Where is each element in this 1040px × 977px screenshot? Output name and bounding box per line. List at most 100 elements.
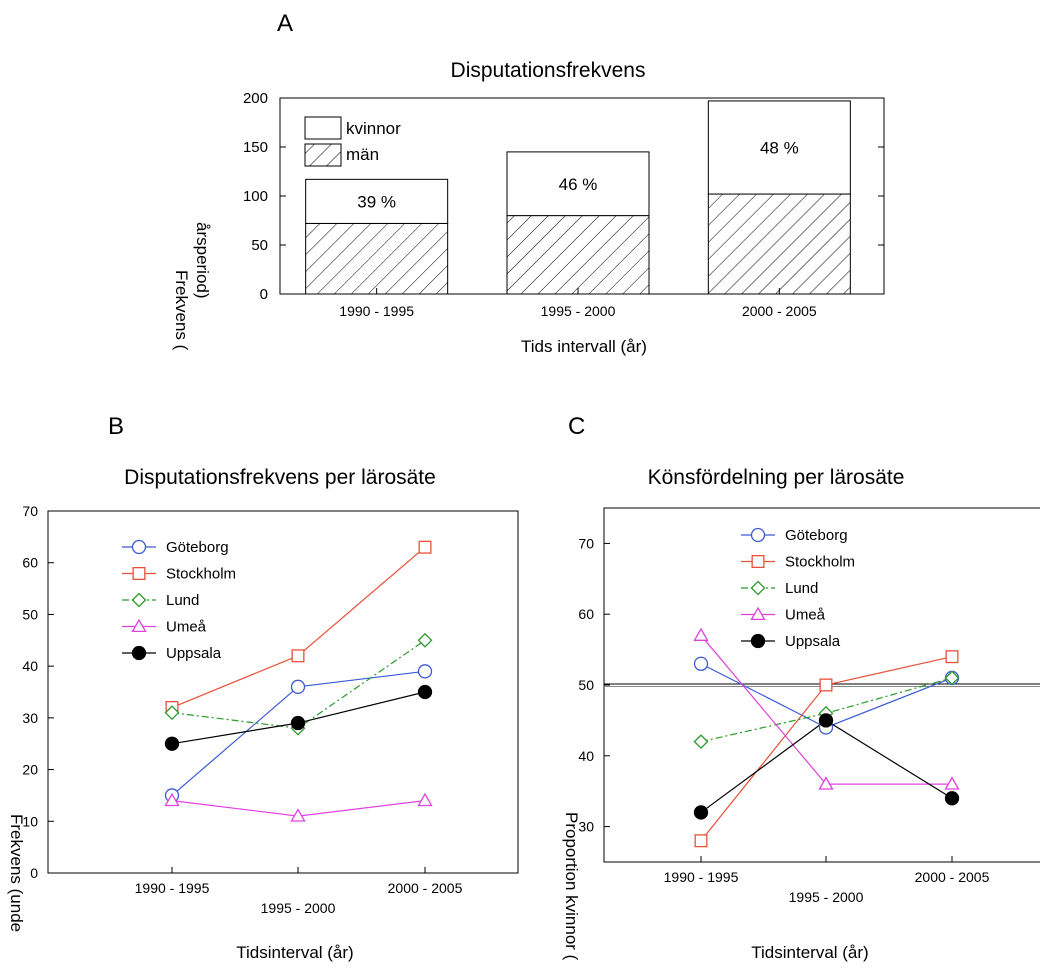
y-tick-label: 150 [243,139,268,156]
legend-marker-g-teborg [131,539,147,555]
legend-marker-ume [750,606,766,621]
data-point-uppsala [290,715,306,731]
chart-c-series [693,627,960,848]
y-tick-label: 10 [22,813,38,829]
data-point-lund [693,734,709,750]
chart-c-x-axis-title: Tidsinterval (år) [751,943,868,962]
data-point-ume [417,792,433,807]
x-tick-label: 2000 - 2005 [915,869,990,885]
y-tick-label: 100 [243,188,268,205]
legend-label-ume: Umeå [166,619,207,636]
legend-marker-uppsala [131,645,147,661]
bar-percent-label: 46 % [559,175,598,194]
legend-label-stockholm: Stockholm [166,566,236,583]
data-point-lund [944,670,960,686]
bar-percent-label: 48 % [760,138,799,157]
panel-b: B Disputationsfrekvens per lärosäte 0 10 2… [7,413,519,962]
data-point-uppsala [944,791,960,806]
bar-man [305,222,449,295]
panel-label-c: C [568,413,585,440]
bar-man [506,215,650,295]
chart-b-y-axis-title: Frekvens (unde [7,814,26,932]
legend-marker-g-teborg [750,527,766,543]
data-point-uppsala [417,684,433,700]
legend-label-g-teborg: Göteborg [166,539,229,556]
data-point-uppsala [693,805,709,820]
y-tick-label: 70 [22,503,38,519]
bar-kvinnor [506,151,650,217]
y-tick-label: 0 [30,865,38,881]
data-point-g-teborg [693,656,709,671]
legend-swatch-man [304,143,342,167]
chart-a-legend: kvinnor män [304,116,401,167]
panel-a: A Disputationsfrekvens 0 50 100 150 200 39 %… [172,10,885,356]
legend-label-man: män [346,145,379,164]
y-tick-label: 20 [22,762,38,778]
chart-c-legend: Göteborg Stockholm Lund Umeå Uppsala [741,527,855,650]
y-tick-label: 60 [22,555,38,571]
y-tick-label: 50 [251,237,268,254]
y-tick-label: 40 [578,748,594,764]
legend-label-lund: Lund [166,592,199,609]
series-line-lund [700,677,953,743]
data-point-ume [944,776,960,790]
chart-c-y-axis: 30 40 50 60 70 [578,535,610,835]
data-point-uppsala [818,713,834,728]
y-tick-label: 200 [243,90,268,107]
chart-b-y-axis: 0 10 20 30 40 50 60 70 [22,503,54,881]
legend-swatch-kvinnor [304,116,342,140]
data-point-g-teborg [417,664,433,679]
x-tick-label: 1990 - 1995 [339,303,414,319]
bar-percent-label: 39 % [357,192,396,211]
chart-c-x-axis: 1990 - 1995 1995 - 2000 2000 - 2005 [664,856,990,905]
legend-label-uppsala: Uppsala [166,645,222,662]
y-tick-label: 40 [22,658,38,674]
data-point-ume [818,776,834,790]
data-point-stockholm [945,650,959,664]
data-point-g-teborg [290,679,306,694]
data-point-uppsala [164,736,180,751]
data-point-stockholm [694,834,708,848]
x-tick-label: 1990 - 1995 [135,880,210,896]
chart-a-y-axis: 0 50 100 150 200 [243,90,884,303]
y-tick-label: 50 [22,606,38,622]
panel-label-b: B [108,413,124,440]
x-tick-label: 1990 - 1995 [664,869,739,885]
chart-b-legend: Göteborg Stockholm Lund Umeå Uppsala [122,539,236,662]
legend-label-lund: Lund [785,580,818,597]
chart-a-bars: 39 % 46 % 48 % [305,100,851,295]
chart-b-x-axis: 1990 - 1995 1995 - 2000 2000 - 2005 [135,867,463,916]
chart-b-plot-frame [47,510,519,874]
data-point-lund [164,705,180,721]
legend-label-kvinnor: kvinnor [346,119,401,138]
bar-kvinnor [305,178,449,224]
bar-kvinnor [707,100,851,195]
legend-label-uppsala: Uppsala [785,633,841,650]
chart-a-title: Disputationsfrekvens [451,59,646,82]
chart-a-y-axis-title-line2: årsperiod) [193,222,212,299]
x-tick-label: 1995 - 2000 [541,303,616,319]
data-point-lund [417,632,433,648]
x-tick-label: 1995 - 2000 [261,900,336,916]
data-point-ume [693,627,709,641]
chart-b-title: Disputationsfrekvens per lärosäte [124,466,436,489]
y-tick-label: 30 [22,710,38,726]
y-tick-label: 60 [578,606,594,622]
chart-b-series [164,540,433,822]
data-point-stockholm [291,649,305,663]
chart-c-y-axis-title: Proportion kvinnor ( [562,812,581,961]
chart-b-x-axis-title: Tidsinterval (år) [236,943,353,962]
data-point-stockholm [819,678,833,692]
legend-label-g-teborg: Göteborg [785,527,848,544]
chart-a-x-axis-title: Tids intervall (år) [521,337,647,356]
panel-c: C Könsfördelning per lärosäte 30 40 50 60 70… [562,413,1040,962]
x-tick-label: 2000 - 2005 [742,303,817,319]
data-point-ume [290,808,306,822]
legend-label-ume: Umeå [785,607,826,624]
legend-marker-lund [131,592,147,608]
legend-label-stockholm: Stockholm [785,554,855,571]
panel-label-a: A [277,10,293,37]
x-tick-label: 2000 - 2005 [388,880,463,896]
chart-c-title: Könsfördelning per lärosäte [648,466,905,489]
